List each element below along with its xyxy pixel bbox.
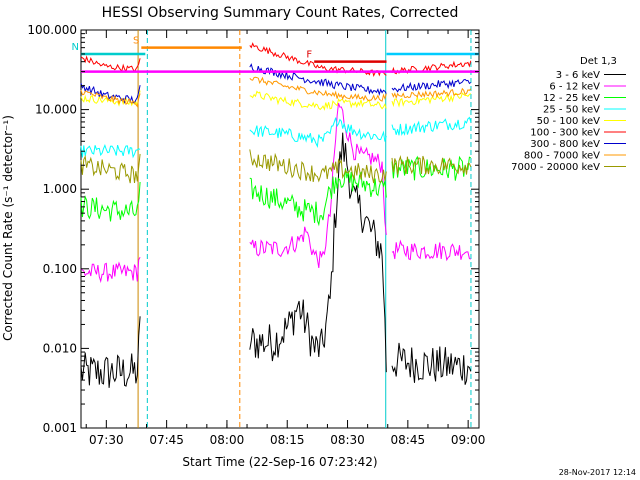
y-axis-label: Corrected Count Rate (s⁻¹ detector⁻¹)	[1, 115, 15, 341]
y-tick-label: 0.010	[43, 341, 77, 355]
flag-group: S N F	[72, 36, 479, 73]
legend-label: 7000 - 20000 keV	[511, 162, 600, 173]
legend-label: 25 - 50 keV	[543, 105, 600, 116]
x-tick-label: 08:30	[330, 433, 365, 447]
legend-label: 3 - 6 keV	[556, 70, 600, 81]
y-tick-label: 0.100	[43, 262, 77, 276]
x-tick-label: 09:00	[451, 433, 486, 447]
chart-title: HESSI Observing Summary Count Rates, Cor…	[102, 5, 459, 21]
y-tick-label: 0.001	[43, 421, 77, 435]
legend-label: 12 - 25 keV	[543, 93, 600, 104]
x-tick-label: 08:15	[270, 433, 305, 447]
y-tick-label: 1.000	[43, 182, 77, 196]
legend-label: 50 - 100 keV	[537, 116, 601, 127]
legend-title: Det 1,3	[580, 56, 617, 67]
legend-label: 100 - 300 keV	[530, 128, 600, 139]
x-tick-label: 07:45	[149, 433, 184, 447]
legend-label: 800 - 7000 keV	[524, 151, 600, 162]
series-line	[80, 116, 472, 159]
x-axis-label: Start Time (22-Sep-16 07:23:42)	[182, 455, 377, 469]
series-line	[80, 76, 472, 108]
series-line	[80, 155, 471, 227]
plot-frame	[80, 29, 480, 429]
series-line	[80, 90, 472, 111]
flag-label: N	[72, 42, 79, 53]
x-tick-label: 07:30	[89, 433, 124, 447]
y-tick-label: 10.000	[35, 103, 77, 117]
flag-label: F	[306, 50, 312, 61]
axis-ticks: 0.001 0.010 0.100 1.000 10.000 100.000 07:30 07…	[27, 23, 485, 447]
series-line	[80, 103, 472, 284]
x-tick-label: 08:45	[391, 433, 426, 447]
series-line	[80, 132, 472, 388]
y-tick-label: 100.000	[27, 23, 77, 37]
x-tick-label: 08:00	[210, 433, 245, 447]
flag-label: S	[133, 36, 139, 47]
series-group	[80, 42, 472, 388]
legend-label: 300 - 800 keV	[530, 139, 600, 150]
timestamp-label: 28-Nov-2017 12:14	[559, 468, 636, 477]
legend-label: 6 - 12 keV	[549, 82, 600, 93]
series-line	[80, 149, 472, 184]
